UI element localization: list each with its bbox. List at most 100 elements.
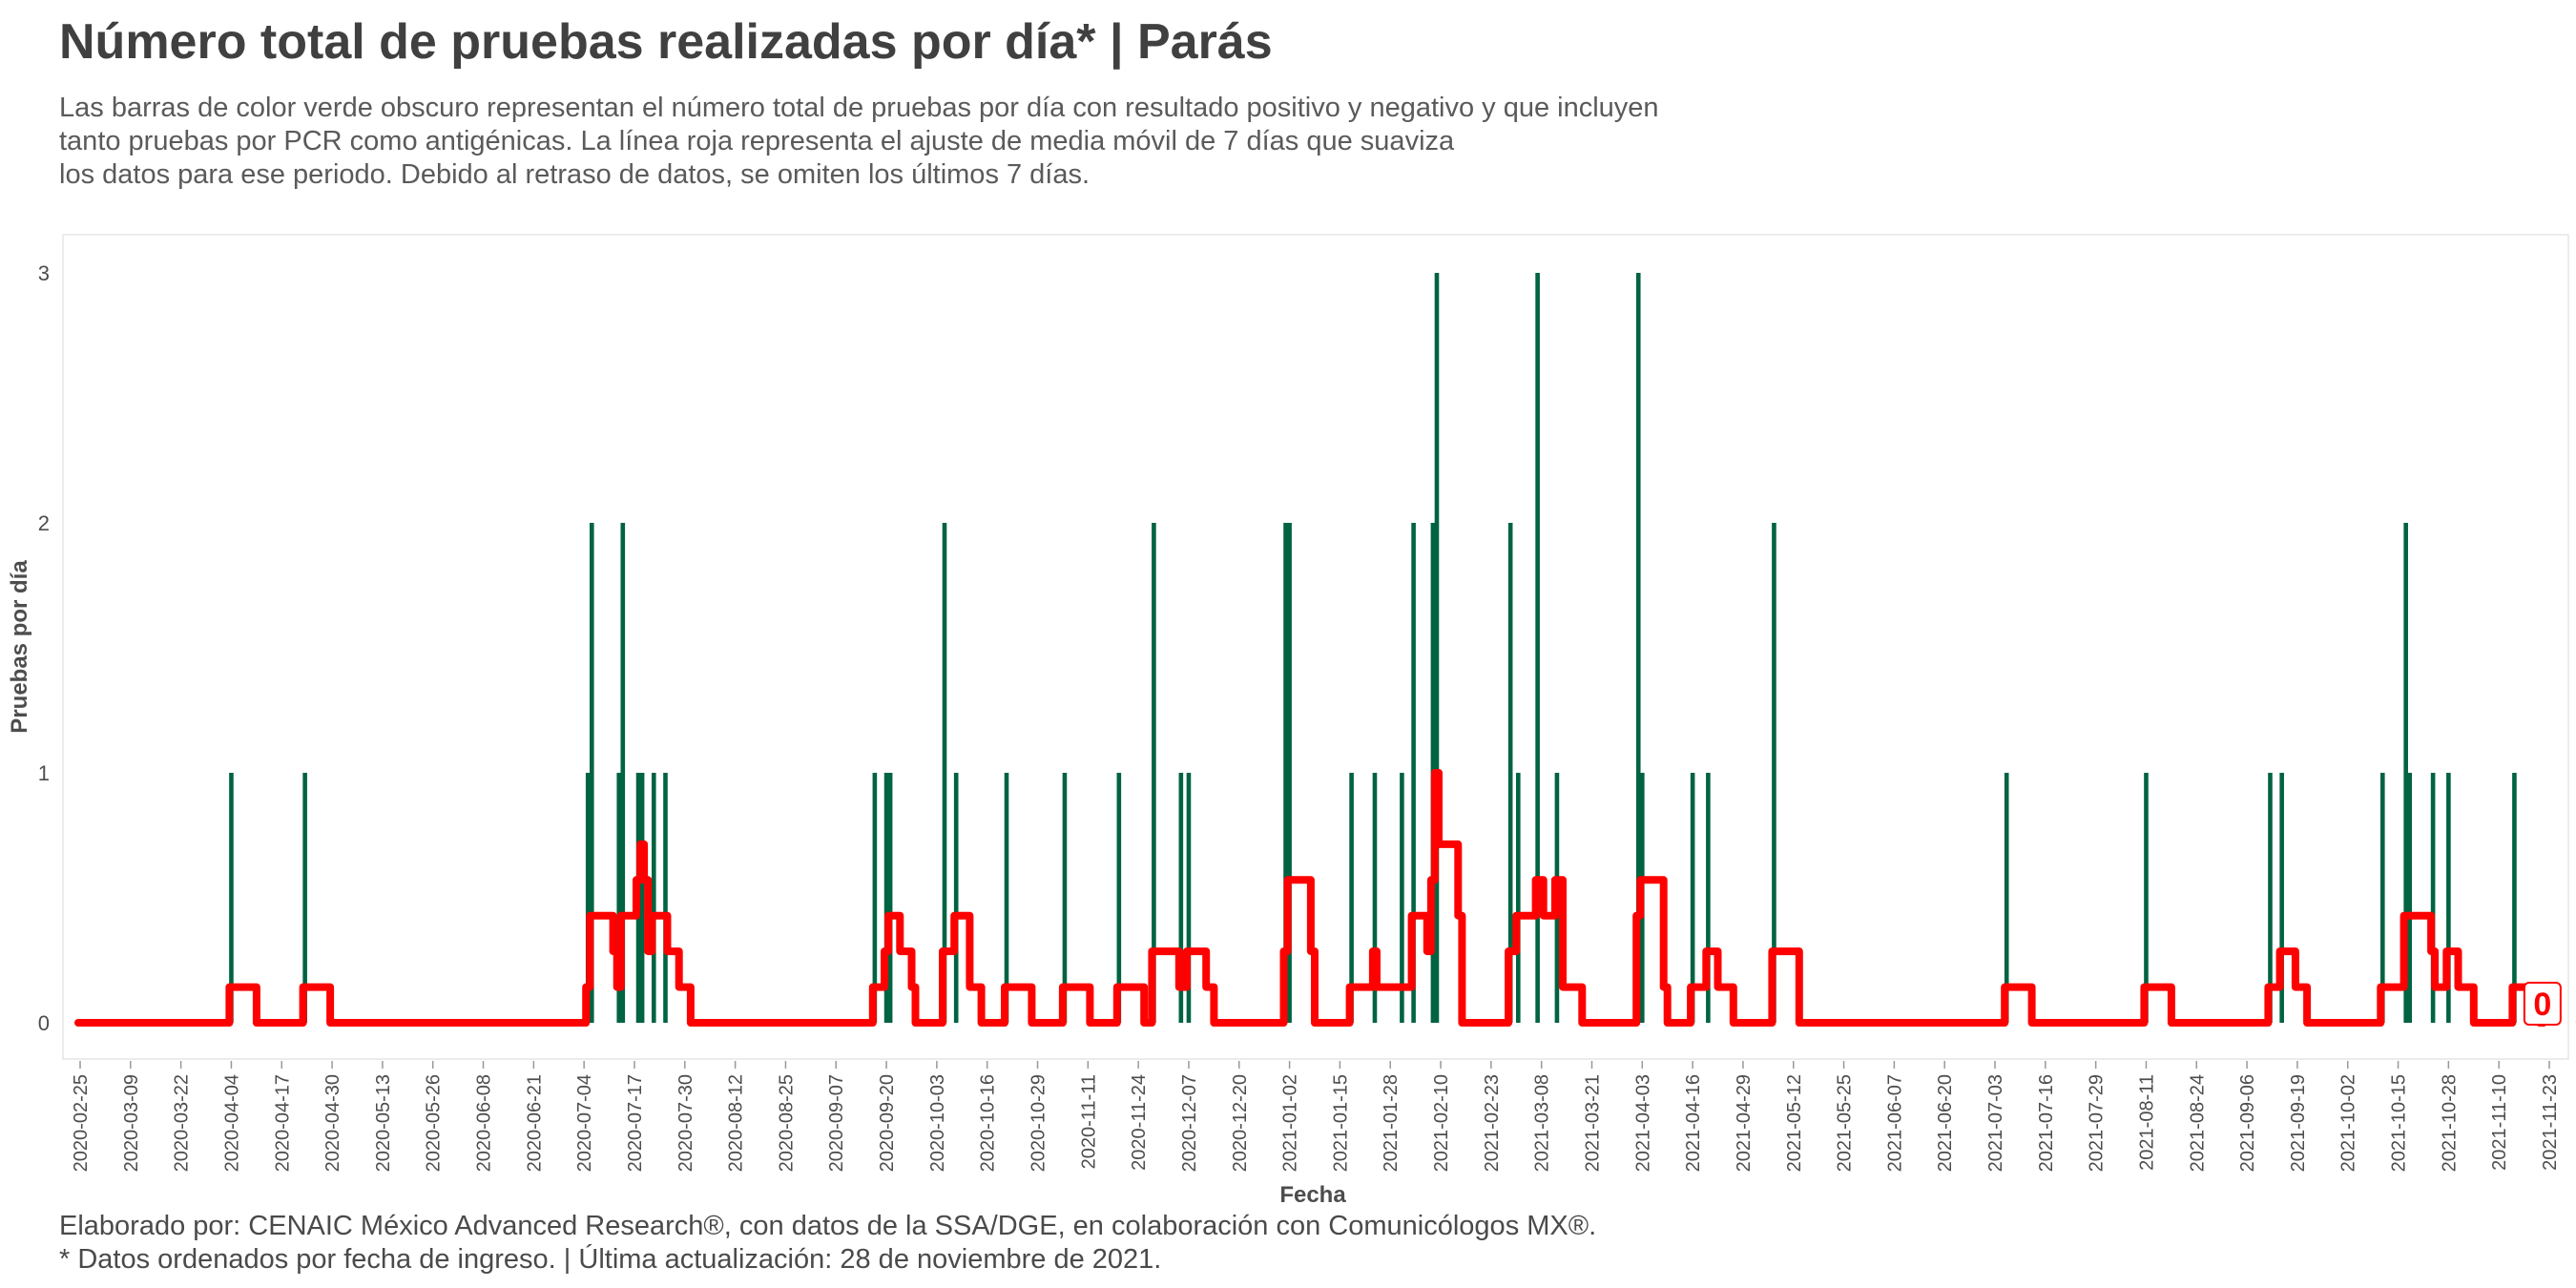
bar bbox=[1004, 773, 1009, 1023]
x-tick-label: 2021-03-21 bbox=[1582, 1074, 1603, 1172]
y-tick-label: 3 bbox=[38, 261, 50, 285]
x-tick-label: 2021-09-06 bbox=[2237, 1074, 2258, 1172]
x-tick-label: 2021-11-23 bbox=[2540, 1074, 2561, 1171]
bar bbox=[1152, 523, 1156, 1023]
subtitle-line: los datos para ese periodo. Debido al re… bbox=[59, 159, 1091, 190]
chart-title: Número total de pruebas realizadas por d… bbox=[59, 14, 1273, 70]
bar bbox=[1507, 523, 1513, 1023]
x-tick-label: 2021-10-15 bbox=[2389, 1074, 2410, 1172]
x-tick-label: 2021-08-24 bbox=[2187, 1074, 2208, 1172]
moving-average-line bbox=[74, 769, 2547, 1027]
bar bbox=[1186, 773, 1192, 1023]
x-tick-label: 2021-01-28 bbox=[1381, 1074, 1402, 1172]
last-value-box bbox=[2523, 982, 2562, 1026]
x-tick-label: 2020-10-16 bbox=[978, 1074, 999, 1172]
bar bbox=[2407, 773, 2413, 1023]
y-tick-label: 2 bbox=[38, 511, 50, 535]
x-tick-label: 2021-01-15 bbox=[1330, 1074, 1351, 1172]
last-value-label: 0 bbox=[2523, 982, 2576, 1026]
bar bbox=[663, 773, 668, 1023]
bar bbox=[639, 773, 645, 1023]
x-tick-label: 2021-08-11 bbox=[2136, 1074, 2157, 1171]
bar bbox=[1372, 773, 1378, 1023]
y-tick-label: 1 bbox=[38, 761, 50, 785]
x-tick-label: 2020-09-20 bbox=[877, 1074, 898, 1172]
x-tick-label: 2021-09-19 bbox=[2288, 1074, 2309, 1172]
bar bbox=[229, 773, 234, 1023]
x-tick-label: 2020-02-25 bbox=[71, 1074, 92, 1172]
x-tick-label: 2020-08-12 bbox=[726, 1074, 747, 1172]
bar bbox=[1349, 773, 1354, 1023]
y-axis: 0 1 2 3 bbox=[38, 261, 50, 1035]
x-tick-label: 2020-08-25 bbox=[776, 1074, 797, 1172]
bar bbox=[1515, 773, 1521, 1023]
bar bbox=[2004, 773, 2009, 1023]
subtitle-line: tanto pruebas por PCR como antigénicas. … bbox=[59, 126, 1455, 156]
bar bbox=[2268, 773, 2273, 1023]
bar bbox=[651, 773, 656, 1023]
x-tick-label: 2020-04-30 bbox=[322, 1074, 343, 1172]
chart-subtitle: Las barras de color verde obscuro repres… bbox=[59, 92, 1659, 192]
bar bbox=[872, 773, 878, 1023]
bar bbox=[1062, 773, 1068, 1023]
bar bbox=[1772, 523, 1776, 1023]
x-tick-label: 2021-04-16 bbox=[1683, 1074, 1704, 1172]
y-tick-label: 0 bbox=[38, 1011, 50, 1035]
x-tick-label: 2021-10-28 bbox=[2439, 1074, 2460, 1172]
x-tick-label: 2021-05-12 bbox=[1784, 1074, 1805, 1172]
x-tick-label: 2020-03-22 bbox=[172, 1074, 193, 1172]
bar bbox=[953, 773, 959, 1023]
x-tick-label: 2021-04-03 bbox=[1632, 1074, 1653, 1172]
bar bbox=[1690, 773, 1695, 1023]
x-tick-label: 2020-12-07 bbox=[1179, 1074, 1200, 1172]
last-value-text: 0 bbox=[2533, 987, 2551, 1023]
bar bbox=[1535, 273, 1540, 1023]
x-tick-label: 2020-07-17 bbox=[625, 1074, 646, 1172]
x-tick-label: 2020-06-08 bbox=[474, 1074, 495, 1172]
caption-line: * Datos ordenados por fecha de ingreso. … bbox=[59, 1244, 1162, 1275]
x-axis-title: Fecha bbox=[1279, 1182, 1346, 1208]
bar bbox=[585, 773, 591, 1023]
x-tick-label: 2021-03-08 bbox=[1532, 1074, 1553, 1172]
bar bbox=[620, 523, 626, 1023]
bar bbox=[1400, 773, 1404, 1023]
bar bbox=[2430, 773, 2436, 1023]
x-tick-label: 2021-11-10 bbox=[2489, 1074, 2510, 1171]
subtitle-line: Las barras de color verde obscuro repres… bbox=[59, 93, 1659, 123]
x-tick-label: 2021-07-03 bbox=[1985, 1074, 2006, 1172]
x-tick-label: 2020-10-29 bbox=[1028, 1074, 1049, 1172]
bar bbox=[942, 523, 947, 1023]
x-tick-label: 2021-02-23 bbox=[1482, 1074, 1503, 1172]
x-tick-label: 2021-07-29 bbox=[2087, 1074, 2108, 1172]
bar bbox=[2512, 773, 2517, 1023]
x-tick-label: 2021-06-20 bbox=[1935, 1074, 1956, 1172]
x-tick-label: 2021-10-02 bbox=[2338, 1074, 2359, 1172]
x-tick-label: 2020-04-04 bbox=[221, 1074, 242, 1172]
bar bbox=[302, 773, 307, 1023]
bar bbox=[2403, 523, 2408, 1023]
x-tick-label: 2021-05-25 bbox=[1835, 1074, 1856, 1172]
bar bbox=[2279, 773, 2284, 1023]
x-tick-label: 2021-01-02 bbox=[1280, 1074, 1301, 1172]
bar bbox=[1178, 773, 1184, 1023]
bar bbox=[616, 773, 622, 1023]
bar bbox=[1287, 523, 1292, 1023]
x-tick-label: 2021-04-29 bbox=[1734, 1074, 1755, 1172]
bar bbox=[1635, 273, 1641, 1023]
x-tick-label: 2021-07-16 bbox=[2036, 1074, 2057, 1172]
x-tick-label: 2020-03-09 bbox=[121, 1074, 142, 1172]
x-tick-label: 2020-07-30 bbox=[675, 1074, 696, 1172]
bar bbox=[887, 773, 893, 1023]
x-tick-label: 2020-05-13 bbox=[373, 1074, 394, 1172]
bar bbox=[1116, 773, 1122, 1023]
bar bbox=[2446, 773, 2451, 1023]
chart-caption: Elaborado por: CENAIC México Advanced Re… bbox=[59, 1210, 1596, 1277]
x-tick-label: 2020-04-17 bbox=[272, 1074, 293, 1172]
x-axis: 2020-02-25 2020-03-09 2020-03-22 2020-04-04… bbox=[71, 1061, 2561, 1172]
bar bbox=[883, 773, 889, 1023]
x-tick-label: 2020-07-04 bbox=[574, 1074, 595, 1172]
bar bbox=[2379, 773, 2385, 1023]
x-tick-label: 2021-02-10 bbox=[1431, 1074, 1452, 1172]
x-tick-label: 2020-09-07 bbox=[826, 1074, 847, 1172]
